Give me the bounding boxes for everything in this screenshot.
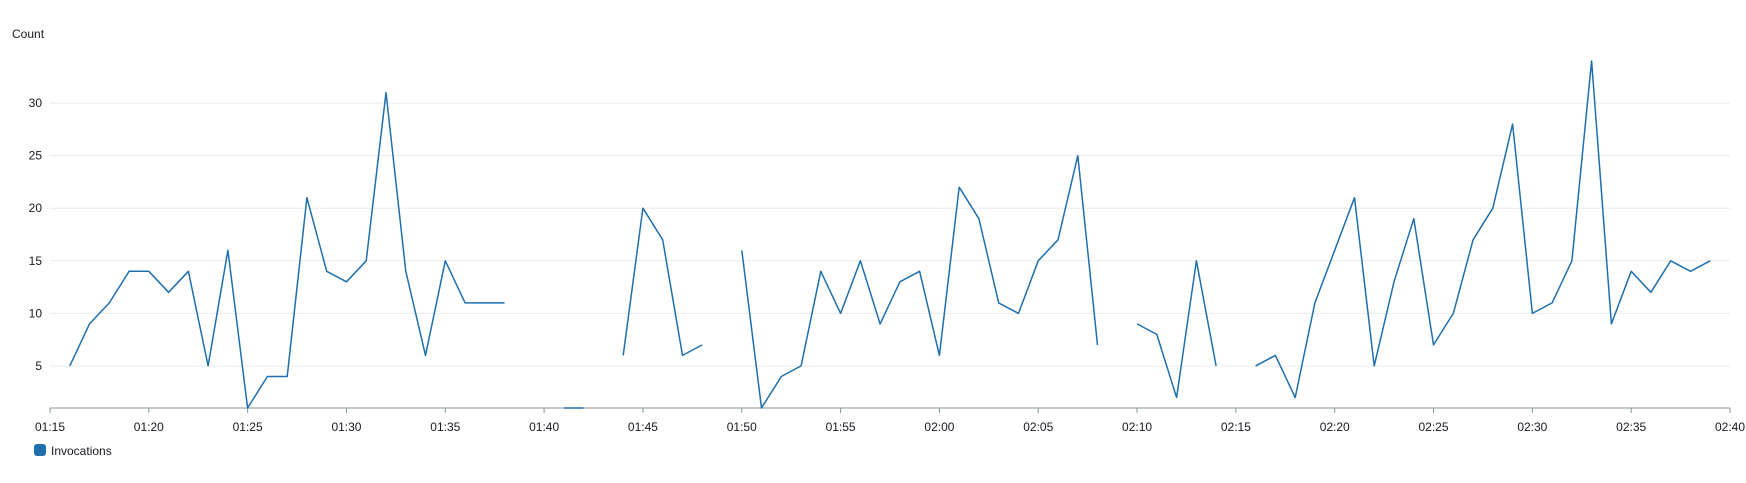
series-line-segment — [622, 207, 703, 357]
series-invocations — [69, 60, 1711, 409]
series-line-segment — [1255, 60, 1711, 399]
y-tick-label: 25 — [29, 149, 43, 163]
x-axis-ticks: 01:15 01:20 01:25 01:30 01:35 01:40 01:45 01:50… — [35, 408, 1745, 434]
x-tick-label: 01:15 — [35, 420, 65, 434]
x-tick-label: 02:40 — [1715, 420, 1745, 434]
y-tick-label: 30 — [29, 96, 43, 110]
y-axis-ticks: 5 10 15 20 25 30 — [29, 96, 43, 373]
grid-lines — [50, 102, 1730, 367]
series-line-segment — [69, 91, 505, 409]
x-tick-label: 01:25 — [233, 420, 263, 434]
y-tick-label: 5 — [35, 359, 42, 373]
x-tick-label: 01:45 — [628, 420, 658, 434]
x-tick-label: 02:15 — [1221, 420, 1251, 434]
legend-label-invocations[interactable]: Invocations — [51, 444, 112, 458]
x-tick-label: 02:10 — [1122, 420, 1152, 434]
y-tick-label: 20 — [29, 201, 43, 215]
series-line-segment — [1136, 260, 1217, 399]
x-tick-label: 02:35 — [1616, 420, 1646, 434]
x-tick-label: 02:25 — [1419, 420, 1449, 434]
x-tick-label: 01:20 — [134, 420, 164, 434]
x-tick-label: 02:30 — [1517, 420, 1547, 434]
x-tick-label: 02:20 — [1320, 420, 1350, 434]
x-tick-label: 01:50 — [727, 420, 757, 434]
y-tick-label: 15 — [29, 254, 43, 268]
x-tick-label: 01:40 — [529, 420, 559, 434]
y-axis-title: Count — [12, 27, 45, 41]
x-tick-label: 01:30 — [331, 420, 361, 434]
series-line-segment — [741, 154, 1099, 409]
legend[interactable]: Invocations — [34, 444, 112, 458]
y-tick-label: 10 — [29, 306, 43, 320]
x-tick-label: 02:00 — [924, 420, 954, 434]
x-tick-label: 02:05 — [1023, 420, 1053, 434]
x-tick-label: 01:35 — [430, 420, 460, 434]
legend-swatch-invocations[interactable] — [34, 444, 46, 456]
x-tick-label: 01:55 — [826, 420, 856, 434]
